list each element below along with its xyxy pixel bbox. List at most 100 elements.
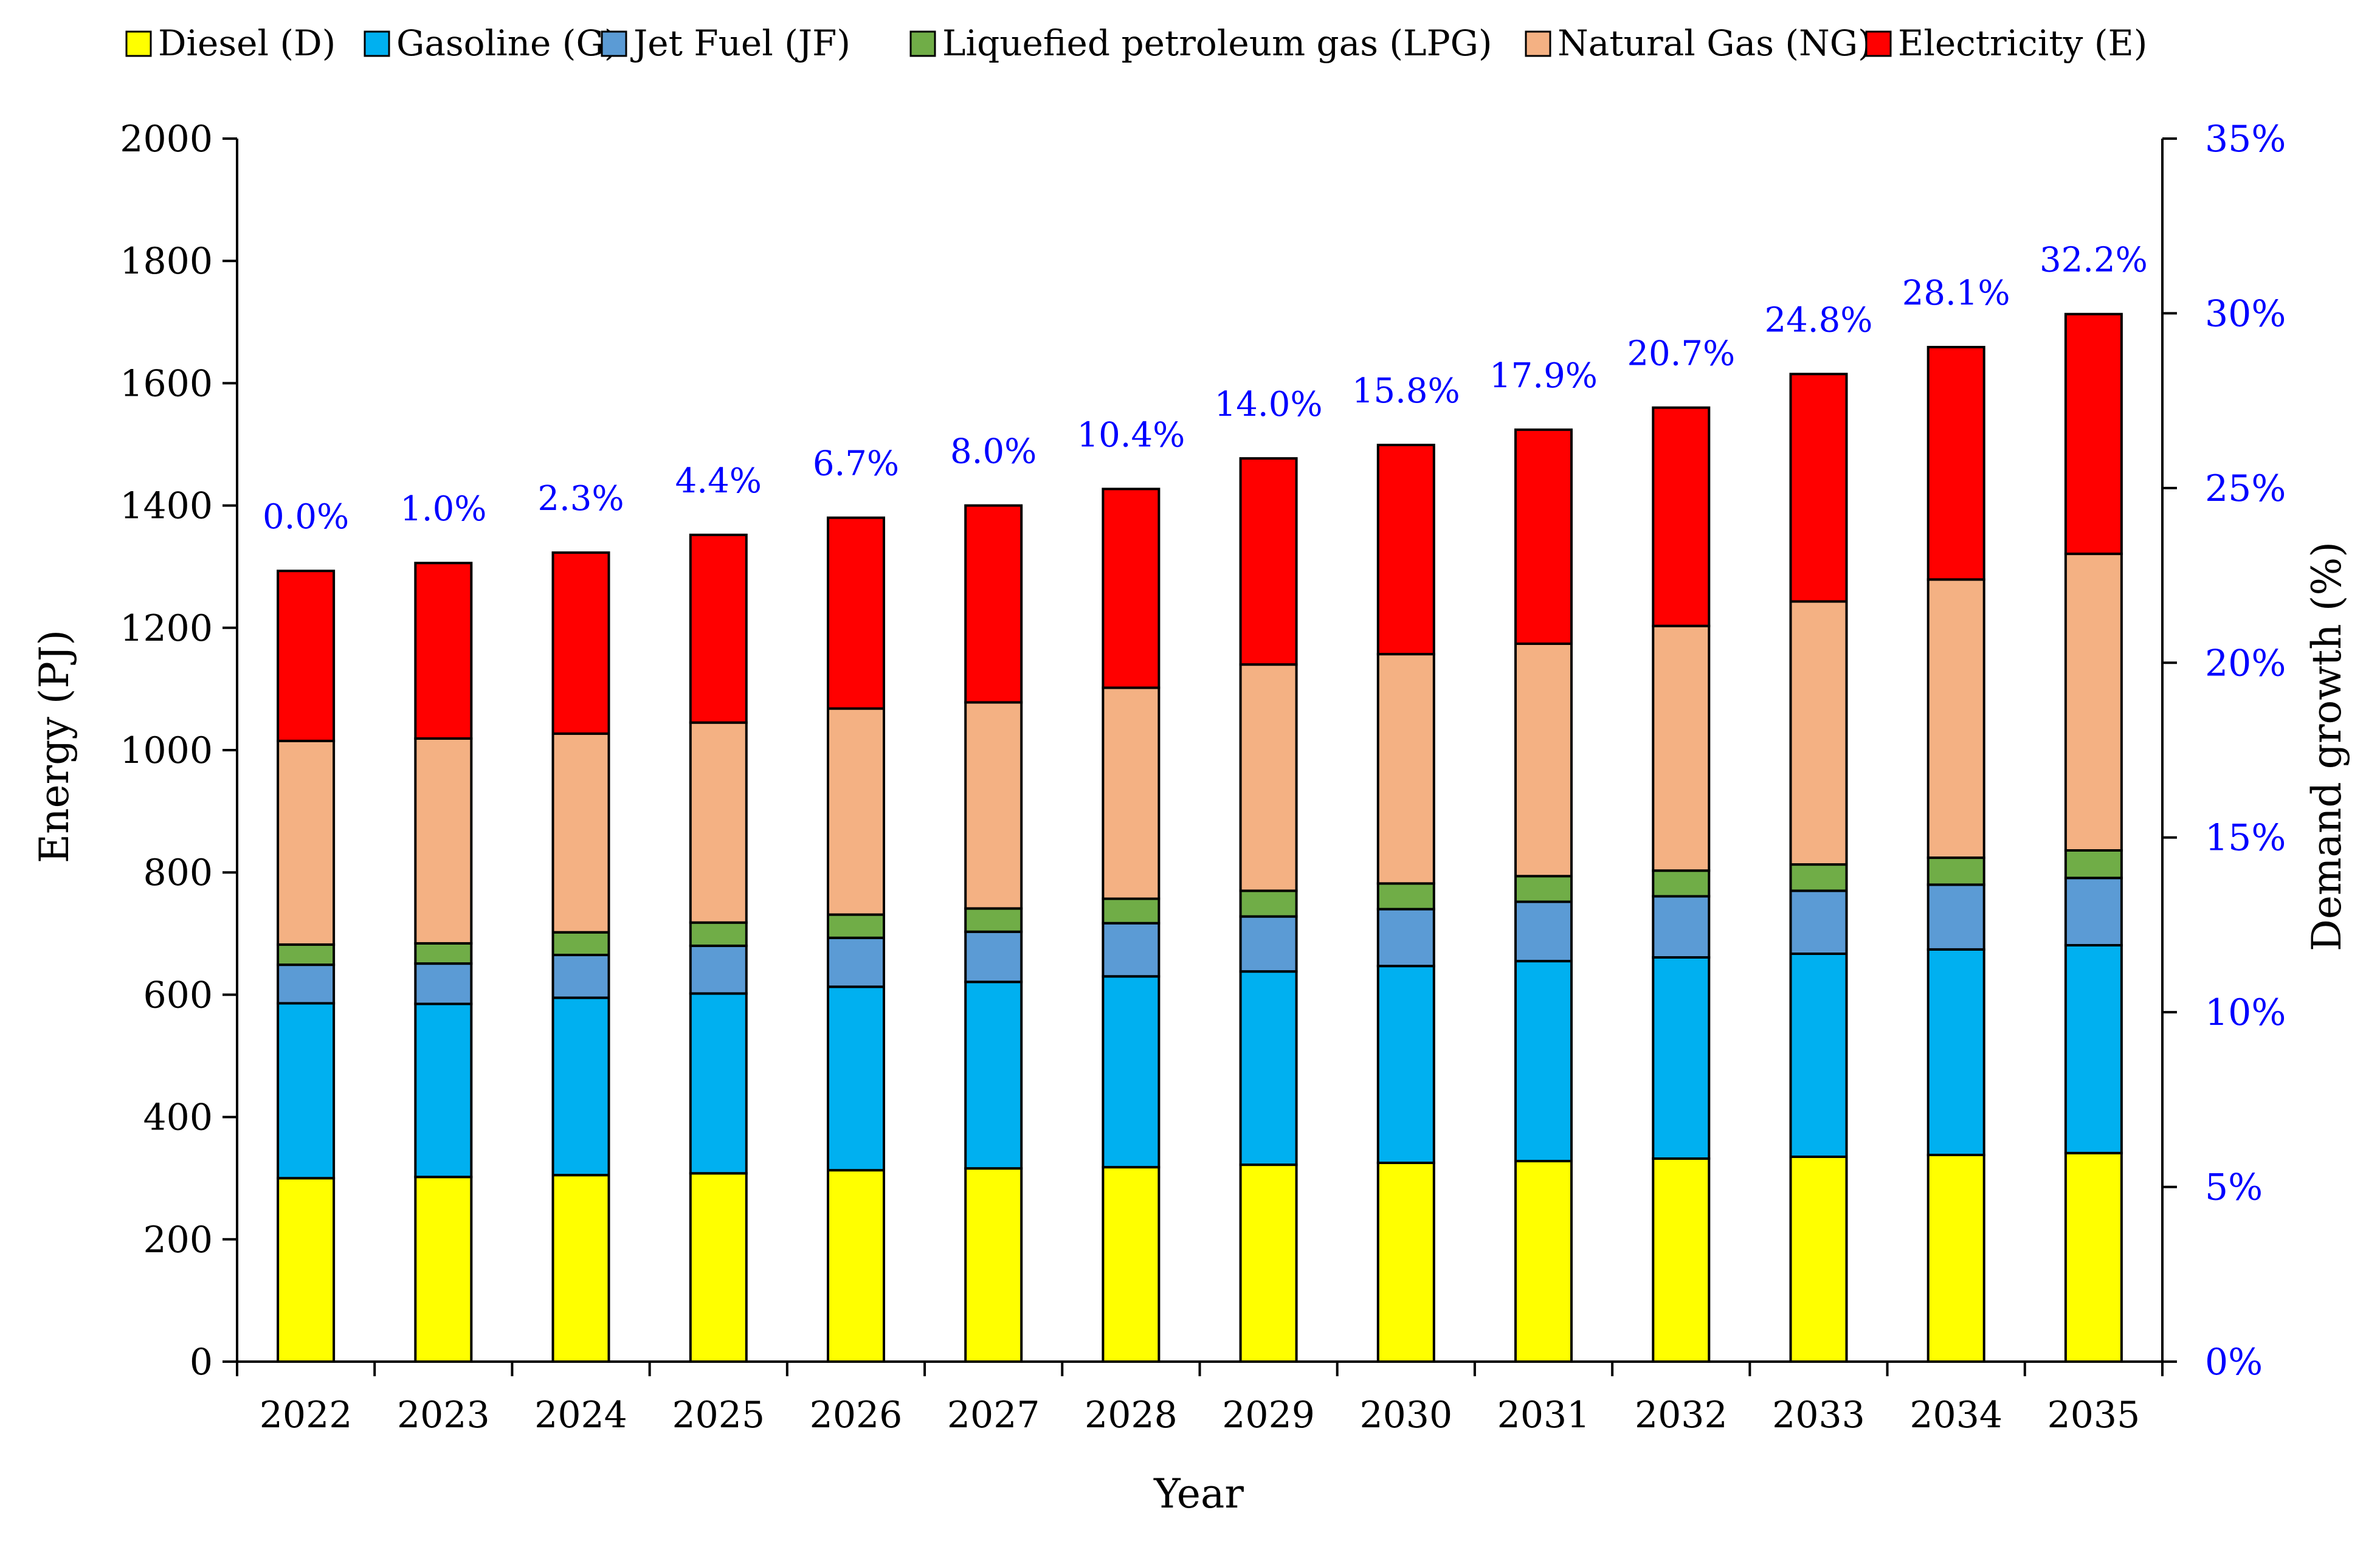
y-axis-right-title: Demand growth (%) [2303,542,2350,951]
right-axis-ticks: 0% 5% 10% 15% 20% 25% 30% 35% [2162,118,2286,1384]
legend-label-5: Electricity (E) [1898,22,2147,64]
y-tick-label-0: 0 [190,1341,213,1384]
bar-segment-2023-s1 [414,1002,473,1179]
bar-segment-2032-s5 [1652,406,1711,627]
bar-segment-2030-s5 [1376,444,1435,656]
axes [222,139,2177,1363]
bar-segment-2030-s3 [1376,882,1435,911]
x-tick-label-2034: 2034 [1909,1394,2002,1436]
x-tick-label-2035: 2035 [2047,1394,2140,1436]
bar-segment-2027-s4 [964,701,1023,910]
bar-segment-2023-s2 [414,962,473,1005]
bar-segment-2035-s2 [2064,877,2123,947]
x-tick-label-2024: 2024 [534,1394,627,1436]
growth-label-2028: 10.4% [1077,415,1185,455]
bar-segment-2034-s4 [1926,578,1985,859]
growth-label-2031: 17.9% [1489,356,1598,396]
growth-label-2022: 0.0% [263,497,349,537]
y-tick-label-800: 800 [143,852,213,894]
x-tick-label-2033: 2033 [1772,1394,1865,1436]
y-tick-label-400: 400 [143,1097,213,1139]
bar-segment-2035-s1 [2064,943,2123,1154]
bar-segment-2030-s1 [1376,965,1435,1164]
bar-segment-2027-s1 [964,981,1023,1170]
bar-segment-2034-s0 [1926,1154,1985,1363]
y-axis-title: Energy (PJ) [31,630,78,863]
bar-segment-2030-s2 [1376,908,1435,968]
x-tick-label-2032: 2032 [1635,1394,1728,1436]
bar-segment-2029-s3 [1239,889,1298,918]
bar-segment-2028-s0 [1102,1166,1161,1363]
bar-segment-2032-s2 [1652,895,1711,959]
growth-label-2025: 4.4% [675,461,762,501]
bar-segment-2022-s2 [277,963,336,1005]
x-tick-label-2027: 2027 [947,1394,1040,1436]
x-tick-label-2023: 2023 [397,1394,490,1436]
growth-label-2034: 28.1% [1902,274,2010,313]
stacked-bars [277,312,2123,1363]
x-tick-label-2029: 2029 [1222,1394,1315,1436]
bar-segment-2028-s3 [1102,897,1161,925]
bar-segment-2025-s0 [689,1172,748,1363]
bar-segment-2022-s5 [277,570,336,742]
legend-swatch-5 [1865,30,1892,57]
bar-segment-2027-s2 [964,930,1023,984]
bar-segment-2033-s5 [1789,373,1848,603]
y-tick-label-2000: 2000 [120,118,213,160]
bar-segment-2027-s0 [964,1167,1023,1363]
bar-segment-2035-s3 [2064,849,2123,880]
y-tick-label-1600: 1600 [120,362,213,405]
bar-segment-2029-s1 [1239,970,1298,1167]
bar-segment-2028-s2 [1102,922,1161,978]
legend-swatch-0 [125,30,152,57]
bar-segment-2031-s1 [1514,960,1573,1163]
bar-segment-2032-s0 [1652,1157,1711,1363]
bar-segment-2035-s4 [2064,553,2123,852]
bar-segment-2029-s5 [1239,457,1298,666]
bar-segment-2032-s1 [1652,956,1711,1160]
y-right-tick-label-7: 35% [2205,118,2286,160]
x-tick-label-2028: 2028 [1085,1394,1178,1436]
x-tick-label-2025: 2025 [672,1394,765,1436]
legend-swatch-2 [601,30,627,57]
bar-segment-2024-s3 [551,931,610,957]
y-tick-label-200: 200 [143,1219,213,1261]
bar-segment-2029-s2 [1239,915,1298,973]
bar-segment-2031-s4 [1514,643,1573,878]
bar-segment-2023-s5 [414,562,473,740]
y-right-tick-label-0: 0% [2205,1341,2263,1384]
bar-segment-2032-s4 [1652,624,1711,872]
bar-segment-2034-s3 [1926,856,1985,886]
bar-segment-2026-s4 [827,707,885,916]
bar-segment-2030-s0 [1376,1162,1435,1363]
growth-label-2026: 6.7% [813,444,899,484]
bar-segment-2022-s1 [277,1002,336,1180]
bar-segment-2026-s0 [827,1169,885,1363]
bar-segment-2026-s3 [827,913,885,939]
growth-label-2032: 20.7% [1627,334,1735,374]
legend: Diesel (D) Gasoline (G) Jet Fuel (JF) Lique… [125,22,2147,64]
growth-label-2035: 32.2% [2040,241,2148,280]
y-tick-label-1400: 1400 [120,485,213,528]
bar-segment-2028-s1 [1102,975,1161,1169]
growth-label-2029: 14.0% [1215,385,1323,424]
bar-segment-2026-s5 [827,516,885,710]
bar-segment-2034-s5 [1926,346,1985,581]
growth-label-2024: 2.3% [537,479,624,519]
bar-segment-2033-s2 [1789,889,1848,956]
y-right-tick-label-5: 25% [2205,467,2286,510]
x-tick-label-2022: 2022 [260,1394,353,1436]
x-axis-title: Year [1153,1470,1244,1517]
bar-segment-2029-s0 [1239,1163,1298,1363]
legend-label-4: Natural Gas (NG) [1557,22,1872,64]
bar-segment-2025-s2 [689,944,748,995]
bar-segment-2024-s5 [551,551,610,735]
bar-segment-2023-s3 [414,942,473,965]
bar-segment-2025-s1 [689,992,748,1175]
bar-segment-2026-s2 [827,936,885,988]
growth-label-2027: 8.0% [950,432,1037,472]
bar-segment-2024-s1 [551,996,610,1177]
bar-segment-2033-s0 [1789,1156,1848,1363]
legend-label-0: Diesel (D) [158,22,336,64]
